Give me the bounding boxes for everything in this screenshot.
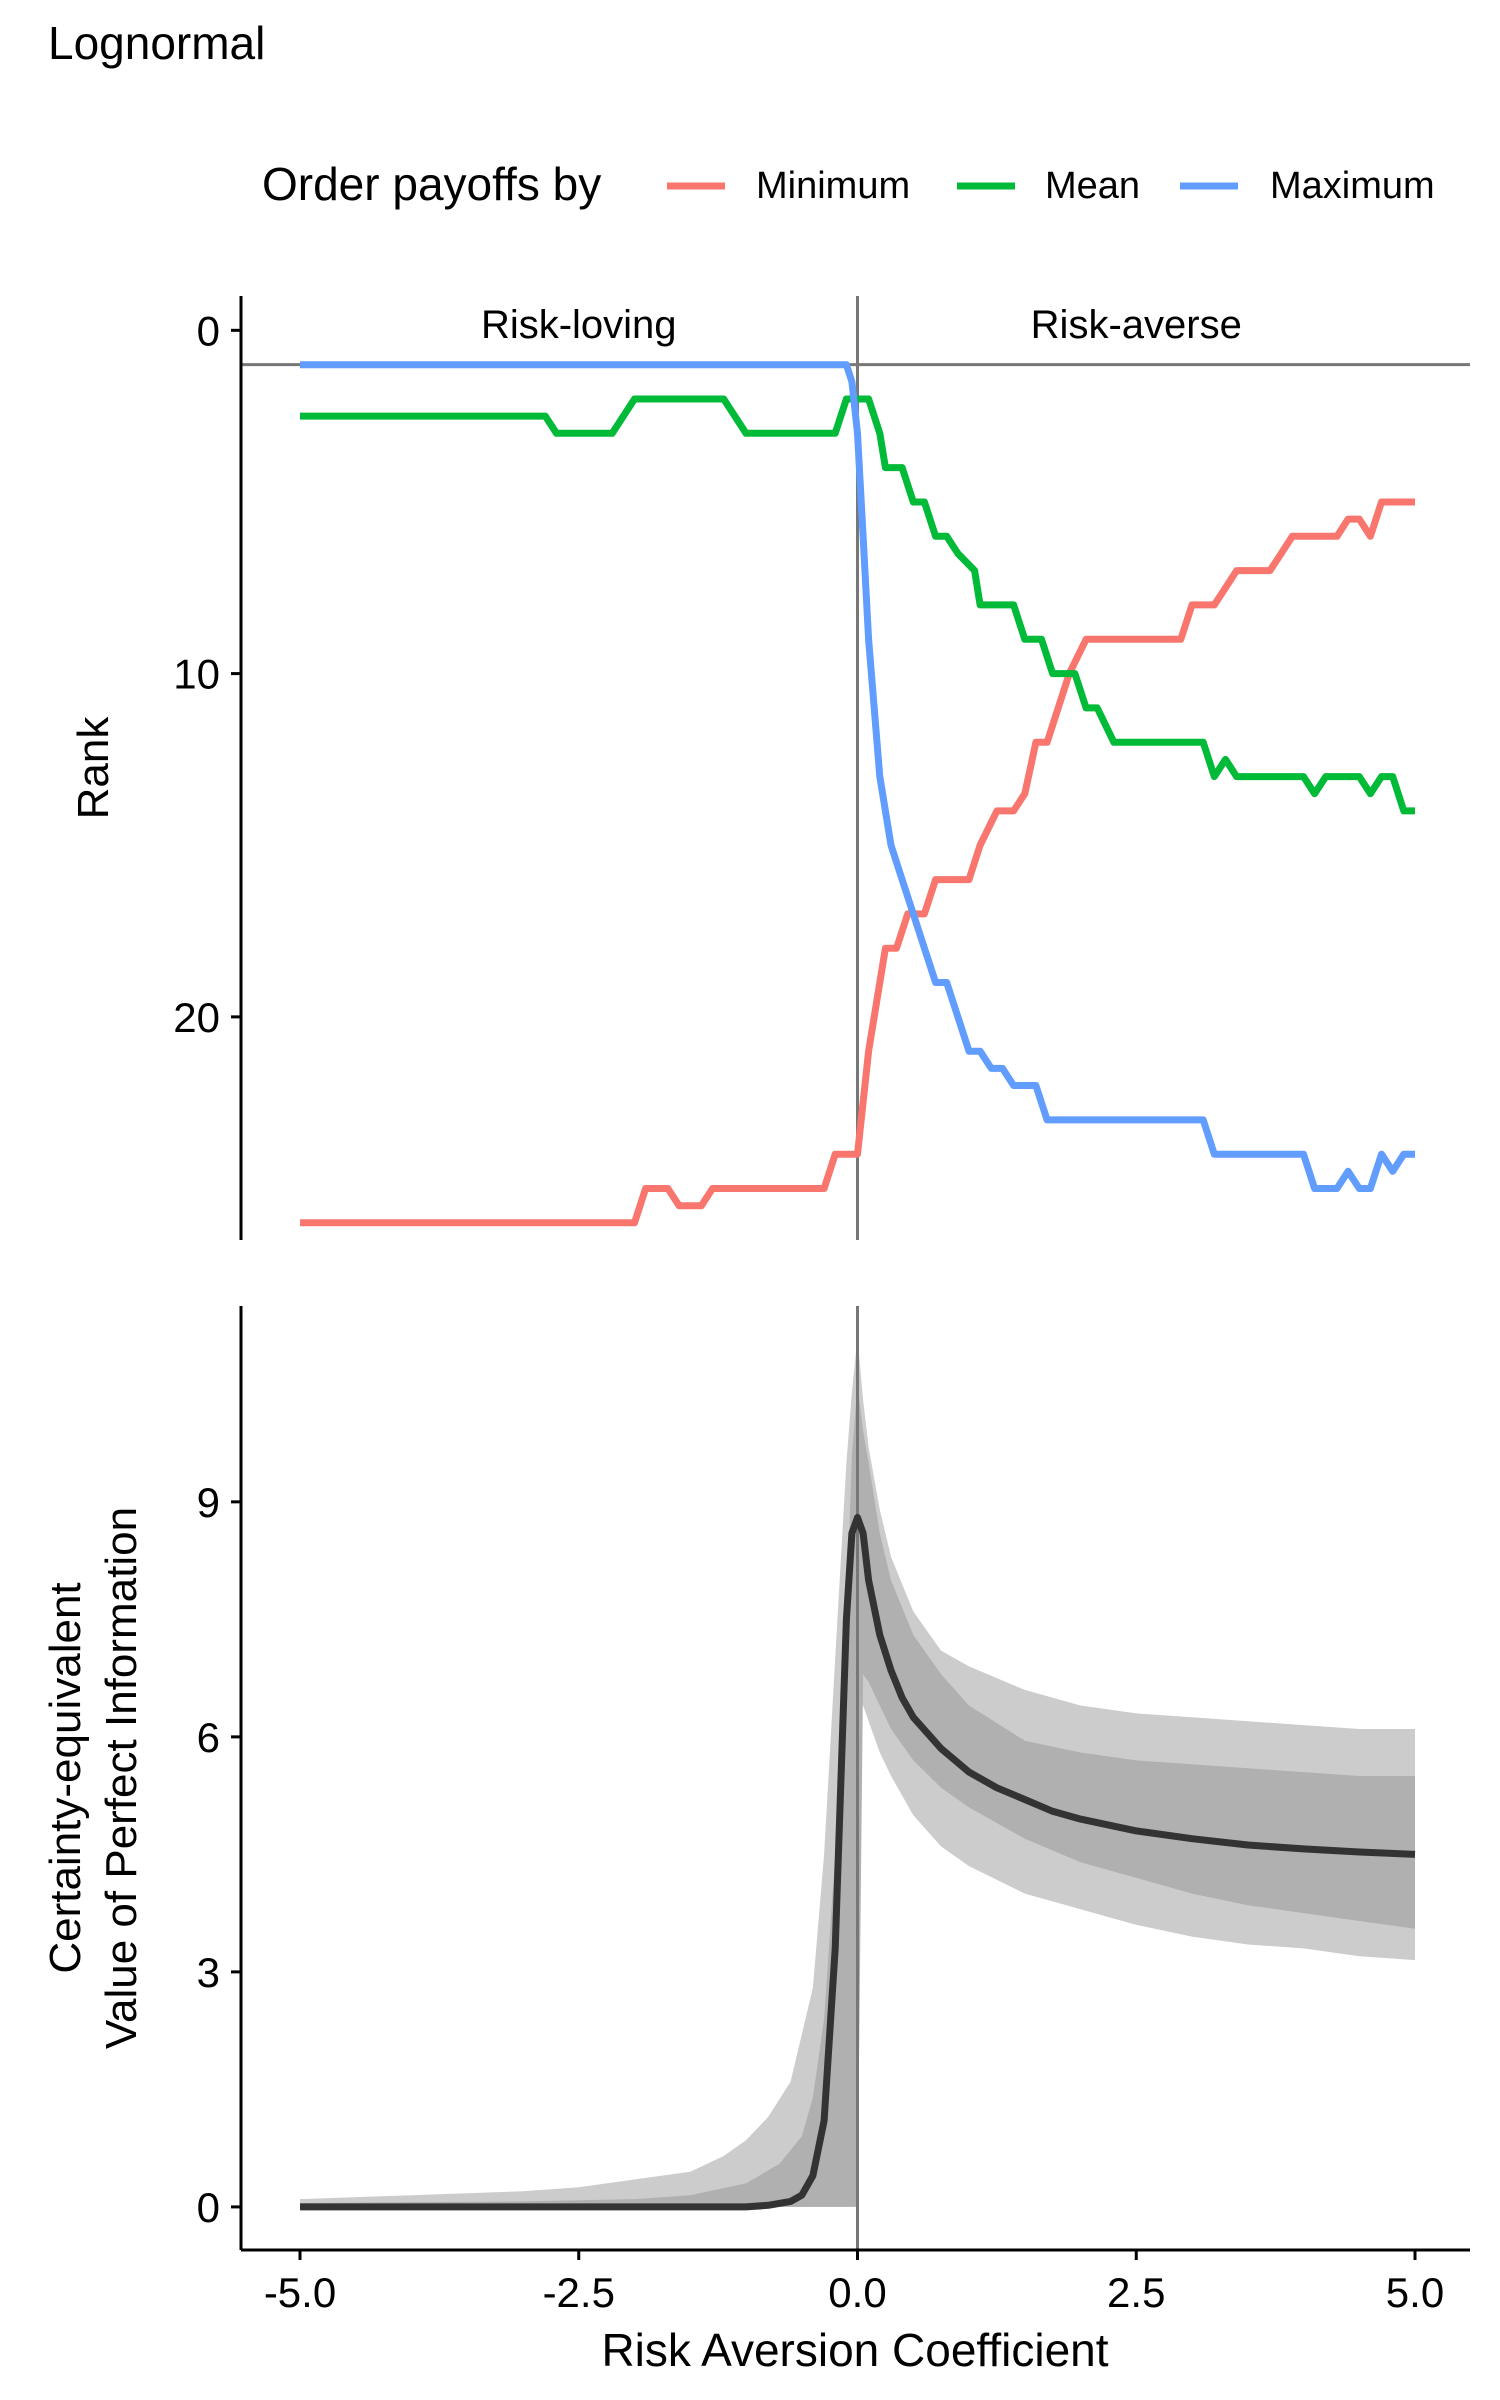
series-line-minimum <box>300 498 1415 1227</box>
legend-label-mean: Mean <box>1045 165 1140 207</box>
vpi-y-axis-title-line1: Certainty-equivalent <box>41 1582 90 1973</box>
vpi-panel: 0 3 6 9 -5.0 -2.5 0.0 2.5 5.0 Certainty-equival… <box>41 1306 1470 2376</box>
rank-y-tick-label: 20 <box>173 994 220 1041</box>
rank-y-axis-title: Rank <box>69 716 118 820</box>
vpi-y-tick-label: 9 <box>197 1479 220 1526</box>
rank-y-tick-label: 10 <box>173 651 220 698</box>
x-axis-title: Risk Aversion Coefficient <box>601 2324 1108 2376</box>
legend: Order payoffs by Minimum Mean Maximum <box>262 158 1435 210</box>
vpi-y-axis-title-line2: Value of Perfect Information <box>97 1507 146 2049</box>
x-tick-label: -5.0 <box>264 2269 336 2316</box>
x-tick-label: -2.5 <box>543 2269 615 2316</box>
vpi-y-tick-label: 3 <box>197 1949 220 1996</box>
legend-label-maximum: Maximum <box>1270 165 1435 207</box>
series-line-mean <box>300 395 1415 815</box>
x-tick-label: 0.0 <box>828 2269 886 2316</box>
x-tick-label: 2.5 <box>1107 2269 1165 2316</box>
vpi-median-line <box>300 1514 1416 2211</box>
vpi-y-tick-label: 6 <box>197 1714 220 1761</box>
region-label-risk-averse: Risk-averse <box>1031 303 1242 347</box>
rank-y-tick-label: 0 <box>197 307 220 354</box>
legend-title: Order payoffs by <box>262 158 601 210</box>
vpi-y-tick-label: 0 <box>197 2184 220 2231</box>
x-tick-label: 5.0 <box>1386 2269 1444 2316</box>
region-label-risk-loving: Risk-loving <box>481 303 677 347</box>
chart-title: Lognormal <box>48 17 265 69</box>
rank-panel: Risk-loving Risk-averse 0 10 20 Rank <box>69 296 1470 1240</box>
legend-label-minimum: Minimum <box>756 165 910 207</box>
series-line-maximum <box>300 361 1415 1192</box>
